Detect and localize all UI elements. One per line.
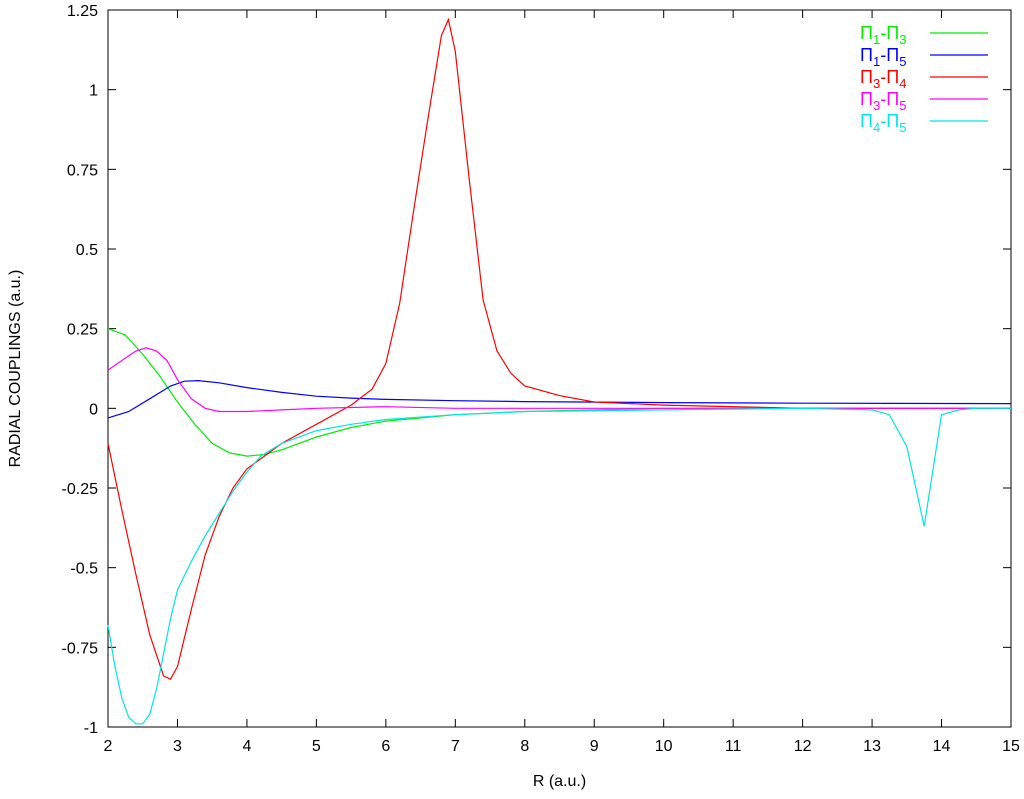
legend-label: Π1-Π3 — [860, 23, 906, 47]
y-tick-label: -0.25 — [62, 481, 99, 498]
plot-frame — [107, 9, 1012, 728]
legend-item: Π1-Π5 — [860, 45, 988, 69]
series-lines — [107, 17, 1012, 725]
x-tick-label: 2 — [104, 738, 113, 755]
legend-label: Π3-Π5 — [860, 89, 906, 113]
y-tick-label: -1 — [84, 720, 98, 737]
legend-item: Π3-Π4 — [860, 67, 988, 91]
x-tick-label: 3 — [173, 738, 182, 755]
x-tick-label: 6 — [381, 738, 390, 755]
y-tick-label: 1.25 — [67, 3, 98, 20]
y-tick-label: 0 — [89, 401, 98, 418]
x-tick-label: 15 — [1002, 738, 1020, 755]
y-tick-label: 0.75 — [67, 162, 98, 179]
x-tick-label: 12 — [794, 738, 812, 755]
x-tick-label: 5 — [312, 738, 321, 755]
y-tick-label: 1 — [89, 83, 98, 100]
series-line-3 — [107, 17, 1011, 680]
y-axis-title: RADIAL COUPLINGS (a.u.) — [7, 270, 24, 468]
x-tick-label: 7 — [451, 738, 460, 755]
legend-item: Π4-Π5 — [860, 111, 988, 135]
x-axis-title: R (a.u.) — [533, 773, 586, 790]
series-line-4 — [107, 347, 1011, 413]
legend-item: Π3-Π5 — [860, 89, 988, 113]
legend-label: Π3-Π4 — [860, 67, 906, 91]
x-tick-label: 11 — [725, 738, 742, 755]
series-line-5 — [107, 407, 1011, 725]
x-tick-label: 13 — [863, 738, 881, 755]
y-axis-ticks: -1 -0.75 -0.5 -0.25 0 0.25 0.5 0.75 1 1.25 — [62, 3, 1011, 737]
x-tick-label: 4 — [242, 738, 251, 755]
x-tick-label: 9 — [590, 738, 599, 755]
y-tick-label: 0.25 — [67, 322, 98, 339]
y-tick-label: 0.5 — [76, 242, 98, 259]
x-tick-label: 10 — [655, 738, 673, 755]
y-tick-label: -0.5 — [70, 561, 98, 578]
legend-label: Π1-Π5 — [860, 45, 906, 69]
legend-label: Π4-Π5 — [860, 111, 906, 135]
series-line-2 — [107, 379, 1012, 419]
x-axis-ticks: 2 3 4 5 6 7 8 9 10 11 12 13 14 15 — [104, 10, 1020, 755]
x-tick-label: 14 — [933, 738, 951, 755]
legend-item: Π1-Π3 — [860, 23, 988, 47]
x-tick-label: 8 — [520, 738, 529, 755]
series-line-1 — [107, 328, 1011, 457]
y-tick-label: -0.75 — [62, 640, 99, 657]
plot-border — [107, 9, 1012, 728]
